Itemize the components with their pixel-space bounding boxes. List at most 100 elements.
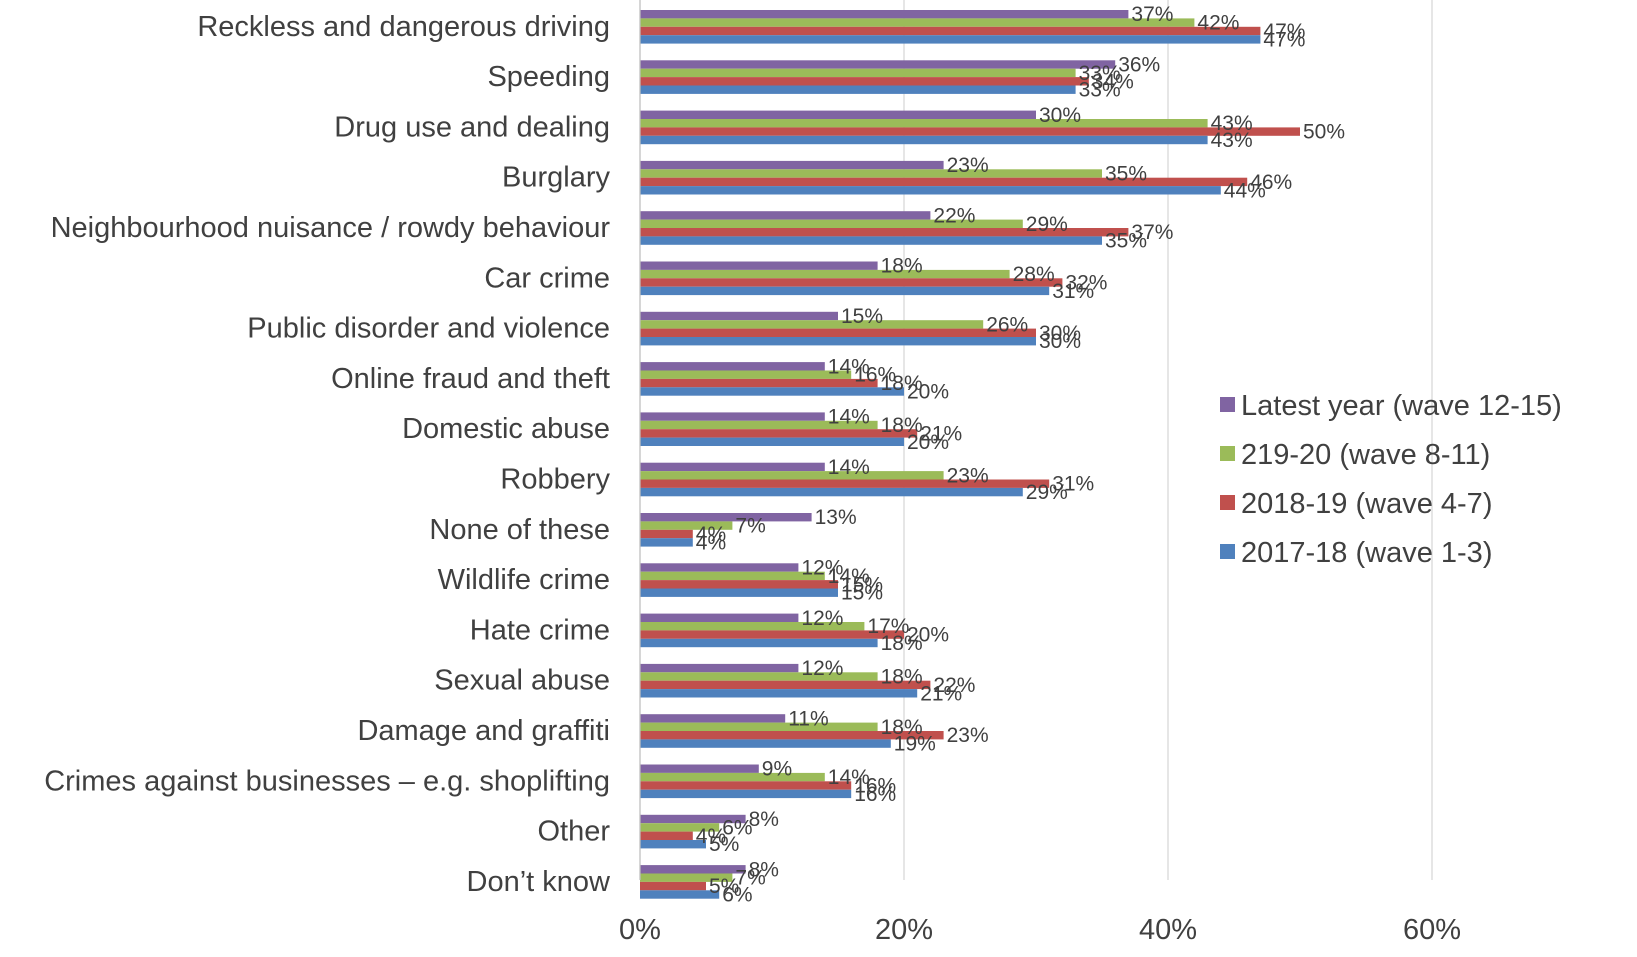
data-label-2018-19-wave-4-7: 4% — [696, 825, 726, 848]
bar-2018-19-wave-4-7 — [640, 831, 693, 840]
category-label: Drug use and dealing — [334, 111, 610, 143]
data-label-2017-18-wave-1-3: 33% — [1079, 79, 1121, 102]
bar-219-20-wave-8-11 — [640, 622, 865, 631]
data-label-2017-18-wave-1-3: 18% — [881, 632, 923, 655]
data-label-219-20-wave-8-11: 28% — [1013, 263, 1055, 286]
data-label-219-20-wave-8-11: 14% — [828, 766, 870, 789]
data-label-latest-year-wave-12-15: 30% — [1039, 104, 1081, 127]
bar-latest-year-wave-12-15 — [640, 211, 931, 220]
data-label-219-20-wave-8-11: 29% — [1026, 213, 1068, 236]
bar-latest-year-wave-12-15 — [640, 311, 838, 321]
bar-219-20-wave-8-11 — [640, 772, 825, 782]
bar-2017-18-wave-1-3 — [640, 538, 693, 547]
bar-219-20-wave-8-11 — [640, 68, 1076, 78]
bar-2017-18-wave-1-3 — [640, 286, 1050, 296]
data-label-2018-19-wave-4-7: 34% — [1092, 70, 1134, 93]
data-label-latest-year-wave-12-15: 12% — [801, 557, 843, 580]
bar-2018-19-wave-4-7 — [640, 881, 706, 891]
data-label-219-20-wave-8-11: 33% — [1079, 62, 1121, 85]
bar-2018-19-wave-4-7 — [640, 580, 838, 589]
bar-2017-18-wave-1-3 — [640, 588, 838, 597]
bar-2018-19-wave-4-7 — [640, 328, 1036, 337]
bar-219-20-wave-8-11 — [640, 672, 878, 681]
bar-219-20-wave-8-11 — [640, 320, 984, 329]
data-label-219-20-wave-8-11: 6% — [722, 816, 752, 839]
bar-2018-19-wave-4-7 — [640, 26, 1261, 36]
data-labels: 37% 42% 47%47%36%33%34%33%30% 43% 50%43%23% 3… — [696, 3, 1345, 906]
bar-2017-18-wave-1-3 — [640, 35, 1261, 44]
bar-219-20-wave-8-11 — [640, 169, 1102, 178]
bar-2017-18-wave-1-3 — [640, 890, 720, 899]
category-label: Hate crime — [470, 614, 610, 646]
data-label-2017-18-wave-1-3: 6% — [722, 884, 752, 907]
data-label-219-20-wave-8-11: 18% — [881, 414, 923, 437]
data-label-2018-19-wave-4-7: 16% — [854, 775, 896, 798]
data-label-latest-year-wave-12-15: 14% — [828, 406, 870, 429]
data-label-2018-19-wave-4-7: 21% — [920, 422, 962, 445]
category-label: Damage and graffiti — [357, 715, 610, 747]
bar-2018-19-wave-4-7 — [640, 731, 944, 740]
data-label-latest-year-wave-12-15: 18% — [881, 255, 923, 278]
data-label-219-20-wave-8-11: 23% — [947, 464, 989, 487]
data-label-219-20-wave-8-11: 35% — [1105, 163, 1147, 186]
data-label-latest-year-wave-12-15: 23% — [947, 154, 989, 177]
data-label-2017-18-wave-1-3: 31% — [1052, 280, 1094, 303]
category-label: Online fraud and theft — [331, 363, 610, 395]
data-label-219-20-wave-8-11: 7% — [735, 867, 765, 890]
category-label: Public disorder and violence — [247, 313, 610, 345]
bar-latest-year-wave-12-15 — [640, 10, 1129, 19]
bar-2017-18-wave-1-3 — [640, 236, 1102, 245]
x-tick-label: 40% — [1139, 914, 1197, 946]
data-label-2018-19-wave-4-7: 31% — [1052, 473, 1094, 496]
data-label-latest-year-wave-12-15: 22% — [933, 204, 975, 227]
bar-2018-19-wave-4-7 — [640, 77, 1089, 86]
bar-219-20-wave-8-11 — [640, 873, 733, 882]
data-label-219-20-wave-8-11: 7% — [735, 515, 765, 538]
data-label-2017-18-wave-1-3: 16% — [854, 783, 896, 806]
data-label-latest-year-wave-12-15: 14% — [828, 456, 870, 479]
bar-2017-18-wave-1-3 — [640, 186, 1221, 195]
bar-2017-18-wave-1-3 — [640, 739, 891, 748]
category-label: Other — [537, 816, 610, 848]
legend: Latest year (wave 12-15) 219-20 (wave 8-1… — [1220, 390, 1562, 569]
data-label-2018-19-wave-4-7: 22% — [933, 674, 975, 697]
bar-2018-19-wave-4-7 — [640, 127, 1300, 136]
x-tick-label: 60% — [1403, 914, 1461, 946]
data-label-latest-year-wave-12-15: 12% — [801, 607, 843, 630]
bar-219-20-wave-8-11 — [640, 119, 1208, 128]
category-label: Don’t know — [467, 866, 612, 898]
bar-2017-18-wave-1-3 — [640, 135, 1208, 145]
bar-219-20-wave-8-11 — [640, 471, 944, 480]
data-label-2017-18-wave-1-3: 43% — [1211, 129, 1253, 152]
bar-2017-18-wave-1-3 — [640, 85, 1076, 94]
bar-2018-19-wave-4-7 — [640, 680, 931, 690]
bar-219-20-wave-8-11 — [640, 823, 720, 832]
data-label-219-20-wave-8-11: 18% — [881, 666, 923, 689]
bar-219-20-wave-8-11 — [640, 269, 1010, 279]
bar-latest-year-wave-12-15 — [640, 865, 746, 874]
data-label-2017-18-wave-1-3: 15% — [841, 582, 883, 605]
legend-label-2017-18-wave-1-3: 2017-18 (wave 1-3) — [1241, 537, 1492, 569]
data-label-latest-year-wave-12-15: 37% — [1131, 3, 1173, 26]
data-label-2017-18-wave-1-3: 21% — [920, 682, 962, 705]
bar-2018-19-wave-4-7 — [640, 630, 904, 639]
bar-latest-year-wave-12-15 — [640, 764, 759, 773]
data-label-2018-19-wave-4-7: 15% — [841, 573, 883, 596]
category-label: Crimes against businesses – e.g. shoplif… — [44, 765, 610, 797]
bar-2018-19-wave-4-7 — [640, 529, 693, 539]
data-label-2017-18-wave-1-3: 20% — [907, 381, 949, 404]
legend-swatch-2017-18-wave-1-3 — [1220, 544, 1235, 559]
bar-latest-year-wave-12-15 — [640, 60, 1116, 69]
bar-2018-19-wave-4-7 — [640, 177, 1248, 187]
bar-2017-18-wave-1-3 — [640, 689, 918, 698]
data-label-2018-19-wave-4-7: 30% — [1039, 322, 1081, 345]
category-label: Domestic abuse — [402, 413, 610, 445]
bar-2017-18-wave-1-3 — [640, 789, 852, 799]
bar-latest-year-wave-12-15 — [640, 663, 799, 673]
legend-label-2018-19-wave-4-7: 2018-19 (wave 4-7) — [1241, 488, 1492, 520]
data-label-2017-18-wave-1-3: 4% — [696, 531, 726, 554]
bar-2018-19-wave-4-7 — [640, 228, 1129, 237]
data-label-2018-19-wave-4-7: 46% — [1250, 171, 1292, 194]
data-label-latest-year-wave-12-15: 12% — [801, 657, 843, 680]
category-label: Robbery — [500, 464, 610, 496]
